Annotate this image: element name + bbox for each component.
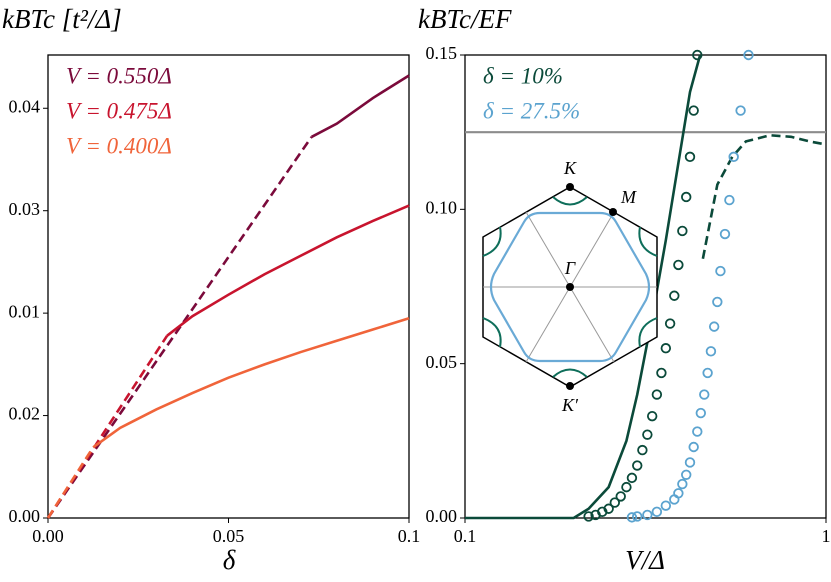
series-line xyxy=(310,74,410,139)
series-line xyxy=(465,54,702,520)
data-point xyxy=(688,441,699,453)
data-point xyxy=(692,426,703,437)
data-point xyxy=(609,497,621,508)
data-point xyxy=(708,321,720,332)
data-point xyxy=(702,367,713,379)
y-tick-label: 0.00 xyxy=(426,506,458,526)
data-point xyxy=(621,481,632,493)
plot-frame xyxy=(47,54,410,519)
y-tick-label: 0.02 xyxy=(9,404,41,424)
gamma-label: Γ xyxy=(564,258,576,278)
data-point xyxy=(688,105,699,116)
data-point xyxy=(695,407,707,419)
data-point xyxy=(692,49,703,61)
y-tick-label: 0.03 xyxy=(9,199,41,219)
data-point xyxy=(603,503,614,514)
data-point xyxy=(681,191,692,203)
legend-entry: V = 0.550Δ xyxy=(66,63,172,88)
data-point xyxy=(626,472,638,484)
data-point xyxy=(660,343,672,354)
data-point xyxy=(735,105,746,116)
fermi-surface xyxy=(489,211,651,363)
data-point xyxy=(681,469,692,480)
x-tick-label: 0.1 xyxy=(398,526,421,546)
data-point xyxy=(743,49,754,61)
data-point xyxy=(626,512,638,523)
series-line xyxy=(701,133,827,259)
data-point xyxy=(684,457,696,468)
data-point xyxy=(673,259,684,271)
series-line xyxy=(166,204,410,337)
data-point xyxy=(677,225,688,237)
right-xlabel: V/Δ xyxy=(625,545,665,575)
data-point xyxy=(664,318,676,329)
data-point xyxy=(632,511,643,522)
left-xlabel: δ xyxy=(223,545,236,575)
legend-entry: δ = 10% xyxy=(483,63,563,88)
data-point xyxy=(656,367,667,379)
data-point xyxy=(669,290,680,301)
data-point xyxy=(728,151,739,163)
y-tick-label: 0.05 xyxy=(426,352,458,372)
data-point xyxy=(642,509,653,521)
data-point xyxy=(724,194,735,206)
data-point xyxy=(699,389,710,400)
x-tick-label: 0.00 xyxy=(32,526,64,546)
points xyxy=(566,183,617,390)
k-label: K xyxy=(563,158,577,178)
series-line xyxy=(46,446,95,519)
data-point xyxy=(684,151,696,163)
legend-entry: V = 0.475Δ xyxy=(66,98,172,123)
data-point xyxy=(673,488,684,499)
y-tick-label: 0.00 xyxy=(9,506,41,526)
y-tick-label: 0.10 xyxy=(426,197,458,217)
kprime-label: K′ xyxy=(561,395,579,415)
data-point xyxy=(660,500,672,511)
data-point xyxy=(637,444,648,456)
right-ylabel: kBTc/EF xyxy=(418,4,512,34)
left-ylabel: kBTc [t²/Δ] xyxy=(2,4,122,34)
data-point xyxy=(712,296,723,308)
data-point xyxy=(583,511,594,522)
data-point xyxy=(705,346,717,357)
legend-entry: δ = 27.5% xyxy=(483,98,580,123)
x-tick-label: 0.05 xyxy=(213,526,245,546)
data-point xyxy=(719,228,731,240)
y-tick-label: 0.01 xyxy=(9,301,41,321)
x-tick-label: 1 xyxy=(822,526,831,546)
brillouin-zone-inset: K M Γ K′ xyxy=(482,158,658,415)
data-point xyxy=(615,491,626,502)
m-label: M xyxy=(620,187,637,207)
pockets xyxy=(482,196,658,378)
data-point xyxy=(715,265,726,277)
x-tick-label: 0.1 xyxy=(454,526,477,546)
data-point xyxy=(632,460,643,471)
data-point xyxy=(646,410,658,422)
data-point xyxy=(651,389,663,400)
data-point xyxy=(677,478,688,490)
series-line xyxy=(92,317,410,449)
data-point xyxy=(651,506,663,518)
data-point xyxy=(642,429,653,440)
y-tick-label: 0.04 xyxy=(9,96,41,116)
y-tick-label: 0.15 xyxy=(426,43,458,63)
legend-entry: V = 0.400Δ xyxy=(66,133,172,158)
